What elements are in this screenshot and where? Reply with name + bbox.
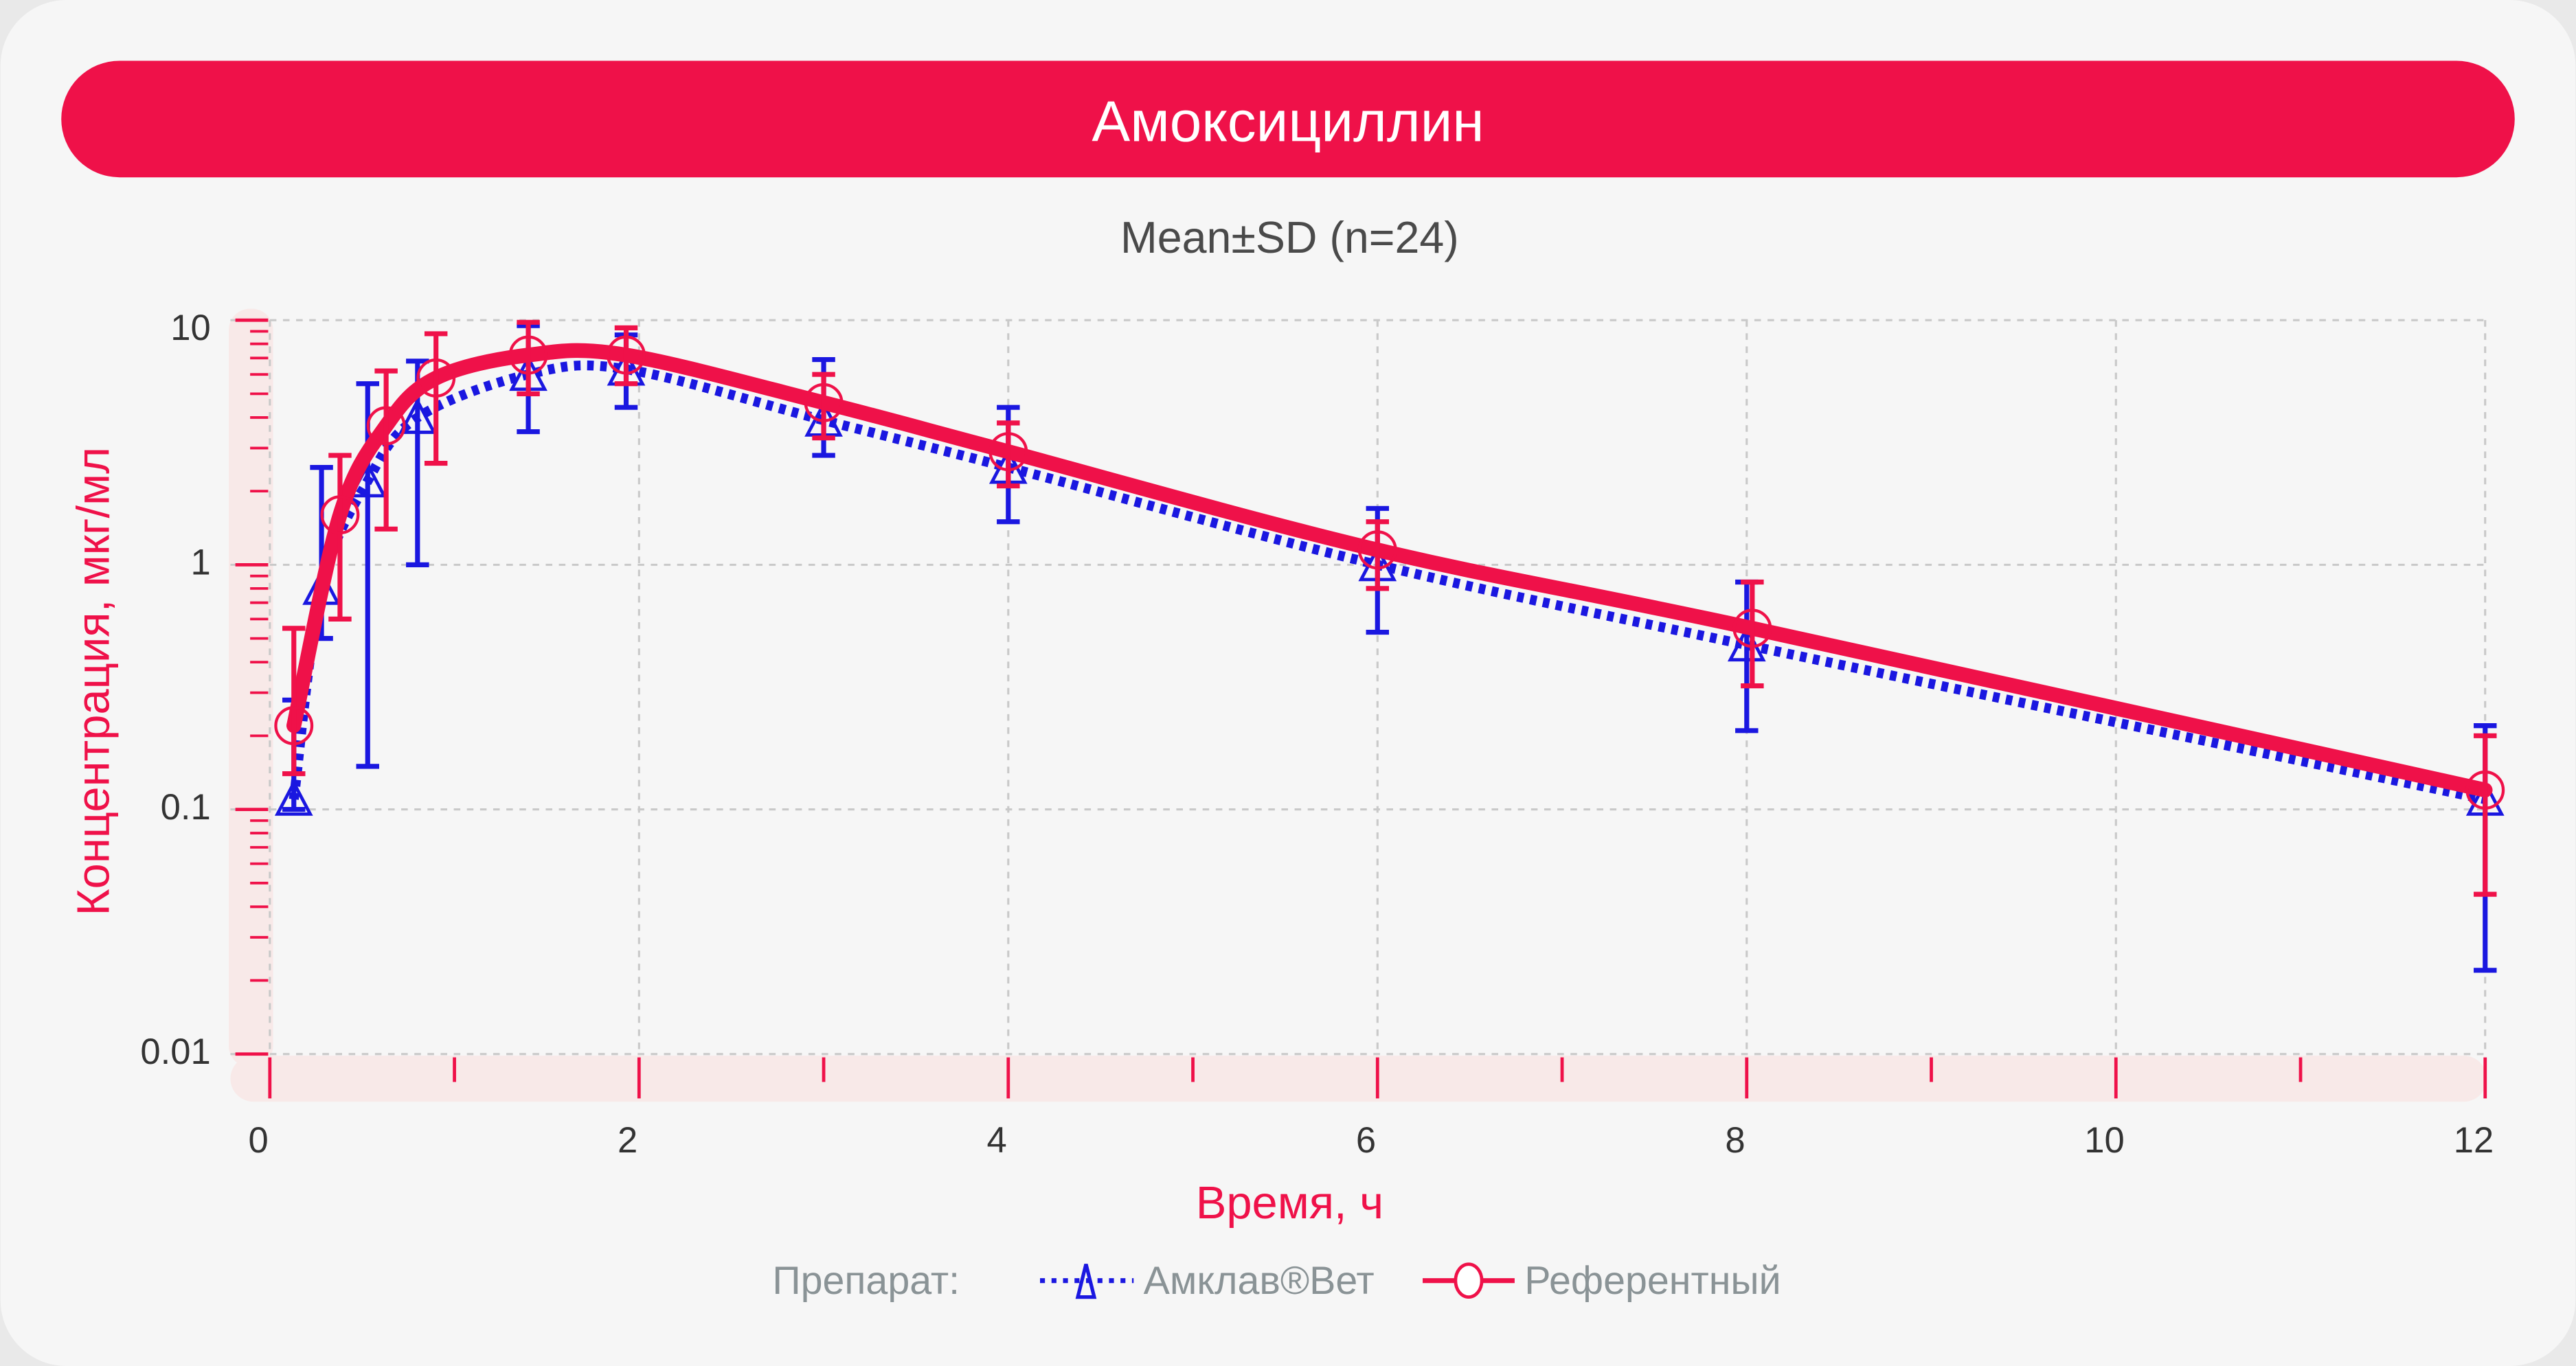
data-point-circle [274,706,314,746]
chart-subtitle: Mean±SD (n=24) [1120,213,1459,262]
data-point-triangle [398,397,437,434]
y-tick-label: 1 [191,543,211,583]
data-point-circle [320,495,360,535]
axes: 0.01 0.1 1 10 0 2 4 6 8 10 12 [140,308,2494,1161]
series-layer [274,319,2505,973]
data-point-circle [508,335,548,375]
data-point-triangle [1727,625,1766,662]
y-tick-label: 0.01 [140,1032,210,1072]
x-tick-label: 6 [1356,1120,1376,1161]
y-axis-band [229,308,273,1067]
x-tick-label: 4 [986,1120,1006,1161]
x-axis-band [230,1056,2487,1102]
legend-item-reference[interactable]: Референтный [1423,1259,1781,1303]
x-tick-label: 8 [1725,1120,1745,1161]
chart-title: Амоксициллин [1092,89,1484,154]
legend-title: Препарат: [772,1259,960,1303]
data-point-circle [607,335,646,375]
data-point-circle [1732,608,1772,648]
x-tick-label: 10 [2084,1120,2124,1161]
y-axis-label: Концентрация, мкг/мл [68,447,120,916]
x-tick-label: 0 [248,1120,268,1161]
data-point-circle [988,432,1028,472]
data-point-circle [804,383,844,422]
data-point-circle [2465,770,2505,810]
legend: Препарат: Амклав®Вет Референтный [772,1259,1781,1303]
legend-triangle-icon [1075,1264,1097,1299]
legend-item-amklav[interactable]: Амклав®Вет [1040,1259,1375,1303]
legend-circle-icon [1454,1262,1484,1299]
x-tick-label: 2 [618,1120,637,1161]
x-axis-label: Время, ч [1196,1177,1383,1229]
data-point-triangle [274,779,313,816]
series-reference [274,319,2505,897]
y-tick-label: 10 [170,308,210,348]
y-tick-label: 0.1 [161,787,211,828]
data-point-circle [366,406,406,446]
legend-label-reference: Референтный [1524,1259,1781,1303]
legend-label-amklav: Амклав®Вет [1144,1259,1375,1303]
data-point-circle [1357,530,1397,570]
x-tick-label: 12 [2454,1120,2494,1161]
title-banner [61,60,2515,178]
data-point-circle [416,358,456,398]
